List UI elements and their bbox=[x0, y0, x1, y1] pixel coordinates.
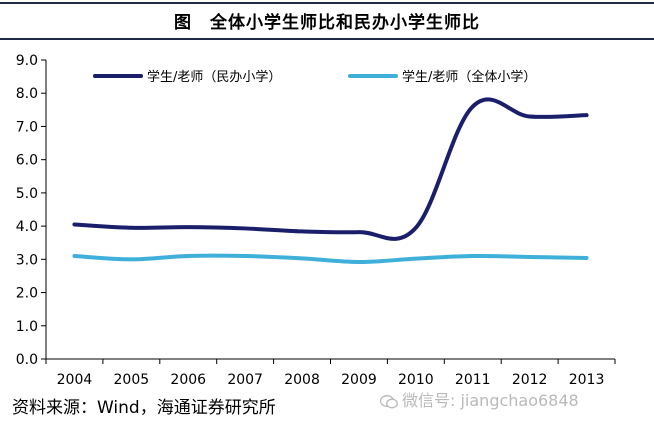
y-tick-label: 5.0 bbox=[16, 186, 38, 202]
x-axis-ticks: 2004 2005 2006 2007 2008 2009 2010 2011 2012 2013 bbox=[45, 359, 616, 388]
series-line-2 bbox=[72, 253, 589, 264]
legend-label: 学生/老师（民办小学） bbox=[147, 69, 281, 85]
y-tick-label: 2.0 bbox=[16, 286, 38, 302]
x-tick-label: 2013 bbox=[569, 372, 605, 388]
chart-series bbox=[72, 97, 589, 264]
title-top-rule bbox=[0, 2, 654, 4]
title-bottom-rule bbox=[0, 38, 654, 40]
watermark-text: 微信号: jiangchao6848 bbox=[402, 391, 579, 410]
x-tick-label: 2012 bbox=[512, 372, 548, 388]
title-bar: 图 全体小学生师比和民办小学生师比 bbox=[0, 0, 654, 40]
y-tick-label: 1.0 bbox=[16, 319, 38, 335]
chart-axes bbox=[45, 60, 615, 360]
y-tick-label: 4.0 bbox=[16, 219, 38, 235]
source-note: 资料来源：Wind，海通证券研究所 bbox=[12, 398, 276, 418]
x-tick-label: 2010 bbox=[398, 372, 434, 388]
y-tick-label: 6.0 bbox=[16, 153, 38, 169]
chart-title: 图 全体小学生师比和民办小学生师比 bbox=[174, 13, 480, 33]
chart-legend: 学生/老师（民办小学） 学生/老师（全体小学） bbox=[93, 69, 536, 85]
x-tick-label: 2007 bbox=[227, 372, 263, 388]
series-line-1 bbox=[72, 97, 589, 241]
y-axis-ticks: 0.0 1.0 2.0 3.0 4.0 5.0 6.0 7.0 8.0 9.0 bbox=[16, 53, 46, 368]
y-tick-label: 7.0 bbox=[16, 119, 38, 135]
legend-label: 学生/老师（全体小学） bbox=[402, 69, 536, 85]
y-tick-label: 9.0 bbox=[16, 53, 38, 69]
x-tick-label: 2009 bbox=[341, 372, 377, 388]
wechat-icon bbox=[380, 394, 398, 408]
x-tick-label: 2005 bbox=[114, 372, 150, 388]
x-tick-label: 2008 bbox=[284, 372, 320, 388]
x-tick-label: 2006 bbox=[170, 372, 206, 388]
x-tick-label: 2004 bbox=[57, 372, 93, 388]
y-tick-label: 3.0 bbox=[16, 252, 38, 268]
line-chart: 0.01.02.03.04.05.06.07.08.09.0 2004 2005 2… bbox=[16, 53, 616, 388]
y-tick-label: 8.0 bbox=[16, 86, 38, 102]
x-tick-label: 2011 bbox=[455, 372, 491, 388]
watermark: 微信号: jiangchao6848 bbox=[380, 387, 579, 411]
y-tick-label: 0.0 bbox=[16, 352, 38, 368]
